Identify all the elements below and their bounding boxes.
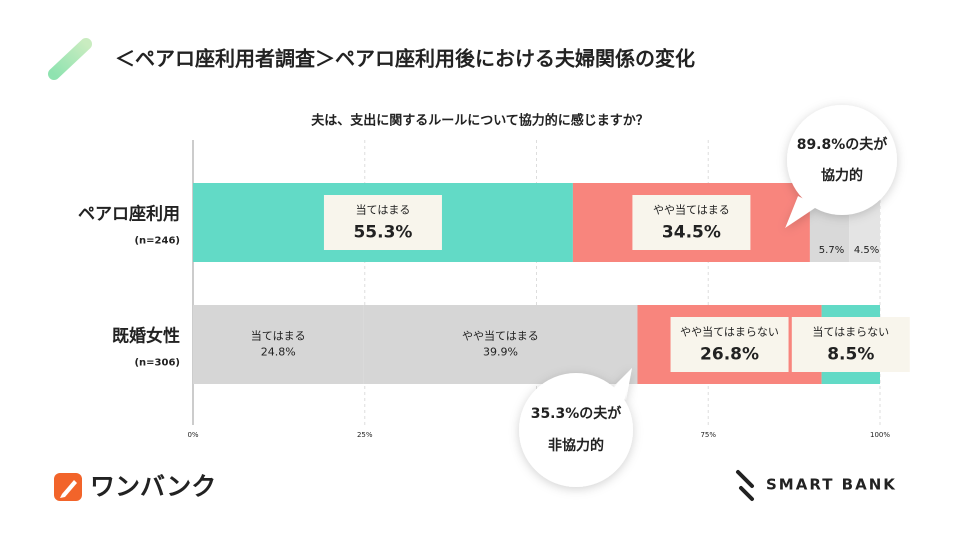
plot: 0%25%50%75%100%ペアロ座利用(n=246)当てはまる55.3%やや…	[78, 140, 910, 439]
x-tick-label: 0%	[187, 431, 198, 439]
callout-text: 35.3%の夫が	[531, 405, 623, 422]
x-tick-label: 25%	[357, 431, 373, 439]
category-note: (n=306)	[134, 358, 180, 369]
callout: 89.8%の夫が 協力的	[785, 105, 897, 228]
series-label: 当てはまる	[251, 329, 306, 343]
bar-segment	[193, 305, 364, 384]
category-note: (n=246)	[134, 236, 180, 247]
callout-text: 非協力的	[548, 437, 604, 454]
label-box	[632, 195, 751, 250]
callout-text: 89.8%の夫が	[797, 136, 889, 153]
chart-title: ＜ペアロ座利用者調査＞ペアロ座利用後における夫婦関係の変化	[115, 47, 695, 71]
logo: SMART BANK	[736, 470, 897, 501]
callout: 35.3%の夫が 非協力的	[519, 368, 633, 487]
bar-segment	[363, 305, 638, 384]
callout-text: 協力的	[821, 167, 863, 184]
logo: ワンバンク	[54, 472, 216, 501]
value-label: 8.5%	[827, 345, 874, 365]
value-label: 24.8%	[261, 346, 296, 359]
decoration	[48, 38, 92, 80]
value-label: 39.9%	[483, 346, 518, 359]
series-label: やや当てはまる	[653, 203, 730, 217]
logo-text: SMART BANK	[766, 476, 897, 494]
value-label: 4.5%	[854, 245, 879, 256]
series-label: やや当てはまる	[462, 329, 539, 343]
x-tick-label: 75%	[700, 431, 716, 439]
label-box	[791, 317, 910, 372]
value-label: 26.8%	[700, 345, 759, 365]
label-box	[670, 317, 789, 372]
value-label: 34.5%	[662, 223, 721, 243]
logo-text: ワンバンク	[90, 472, 216, 501]
category-label: ペアロ座利用	[78, 204, 180, 225]
value-label: 5.7%	[819, 245, 844, 256]
series-label: 当てはまらない	[812, 325, 889, 339]
series-label: やや当てはまらない	[680, 325, 779, 339]
series-label: 当てはまる	[356, 203, 411, 217]
category-label: 既婚女性	[112, 326, 180, 347]
value-label: 55.3%	[353, 223, 412, 243]
label-box	[323, 195, 442, 250]
chart-subtitle: 夫は、支出に関するルールについて協力的に感じますか？	[311, 113, 649, 129]
x-tick-label: 100%	[870, 431, 890, 439]
